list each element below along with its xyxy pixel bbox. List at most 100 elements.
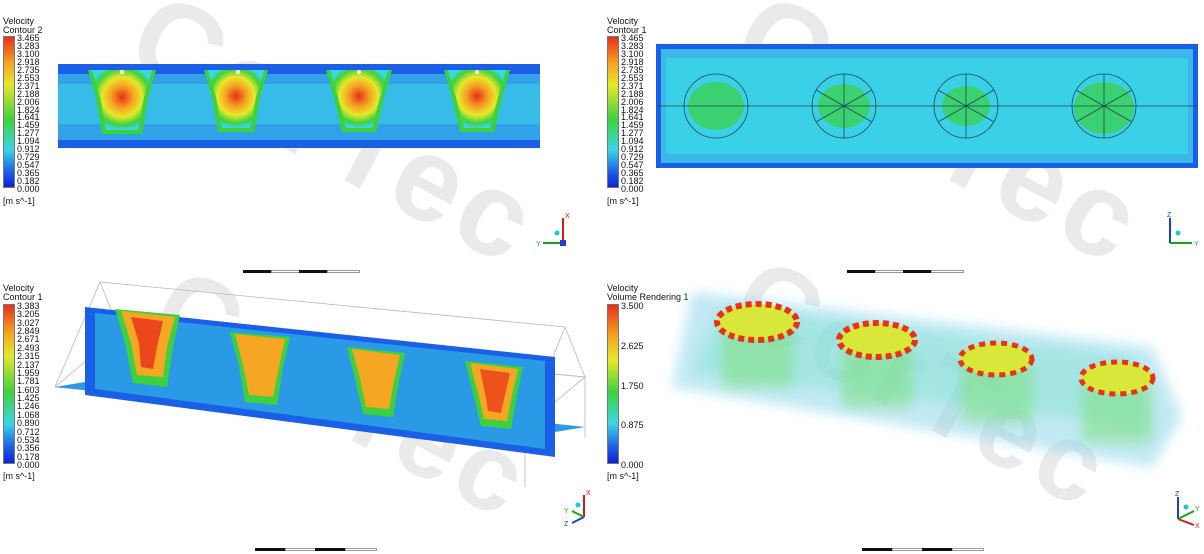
legend-tick-label: 1.425	[17, 393, 40, 404]
color-legend-bar	[3, 36, 15, 188]
legend-tick-label: 1.641	[17, 112, 40, 123]
legend-tick-label: 2.137	[17, 359, 40, 370]
legend-subtitle: Contour 1	[607, 25, 647, 35]
legend-tick-label: 3.465	[17, 33, 40, 43]
velocity-contour-plot	[656, 44, 1198, 168]
legend-unit: [m s^-1]	[3, 196, 35, 206]
legend-tick-label: 1.750	[621, 380, 644, 391]
legend-tick-label: 0.712	[17, 426, 40, 437]
legend-tick-label: 3.500	[621, 301, 644, 311]
legend-tick-label: 0.534	[17, 434, 40, 445]
legend-unit: [m s^-1]	[607, 196, 639, 206]
legend-title: Velocity	[607, 16, 639, 26]
velocity-contour-plot	[58, 64, 540, 148]
legend-tick-label: 2.006	[17, 96, 40, 107]
legend-tick-label: 2.188	[621, 88, 644, 99]
legend-tick-label: 3.465	[621, 33, 644, 43]
scale-bar	[862, 548, 984, 551]
legend-subtitle: Contour 1	[3, 292, 43, 302]
legend-tick-label: 2.553	[17, 72, 40, 83]
legend-tick-label: 2.315	[17, 351, 40, 362]
legend-tick-label: 3.205	[17, 309, 40, 320]
legend-tick-label: 1.641	[621, 112, 644, 123]
scale-bar	[847, 270, 964, 273]
color-legend-bar	[607, 304, 619, 464]
legend-tick-label: 1.603	[17, 384, 40, 395]
axis-label-y: Y	[1194, 241, 1199, 248]
legend-tick-label: 2.849	[17, 326, 40, 337]
axis-triad: Z X Y	[1175, 491, 1200, 529]
axis-triad: X Z Y	[564, 490, 591, 527]
panel-velocity-contour-2: Velocity Contour 2 3.465 3.283 3.100 2.918 2…	[0, 0, 600, 277]
legend-tick-label: 0.356	[17, 443, 40, 454]
legend-tick-label: 0.178	[17, 451, 40, 462]
panel-velocity-volume-rendering: Velocity Volume Rendering 1 3.500 2.625 1.…	[602, 277, 1204, 554]
legend-tick-label: 0.000	[621, 460, 644, 470]
legend-tick-label: 2.918	[621, 56, 644, 67]
legend-tick-label: 0.547	[621, 160, 644, 171]
legend-tick-label: 2.625	[621, 340, 644, 351]
legend-tick-label: 1.824	[17, 104, 40, 115]
axis-label-y: Y	[536, 241, 541, 248]
legend-tick-label: 0.182	[17, 176, 40, 187]
legend-tick-label: 1.781	[17, 376, 40, 387]
axis-triad: X Y	[536, 213, 570, 248]
legend-tick-label: 1.277	[621, 128, 644, 139]
legend-tick-label: 3.283	[621, 40, 644, 51]
velocity-volume-rendering-plot	[672, 292, 1182, 467]
legend-tick-label: 1.068	[17, 409, 40, 420]
legend-tick-label: 1.824	[621, 104, 644, 115]
legend-ticks: 3.465 3.283 3.100 2.918 2.735 2.553 2.371 2.188…	[621, 34, 661, 194]
velocity-contour-3d-plot	[55, 281, 586, 487]
legend-tick-label: 2.735	[17, 64, 40, 75]
axis-label-x: X	[565, 213, 570, 220]
axis-label-x: X	[1195, 523, 1200, 529]
legend-tick-label: 2.735	[621, 64, 644, 75]
legend-tick-label: 1.094	[17, 136, 40, 147]
legend-tick-label: 1.959	[17, 367, 40, 378]
legend-title: Velocity	[3, 283, 35, 293]
legend-tick-label: 3.283	[17, 40, 40, 51]
legend-tick-label: 1.246	[17, 401, 40, 412]
axis-label-z: Z	[1175, 491, 1180, 498]
legend-tick-label: 2.918	[17, 56, 40, 67]
legend-tick-label: 0.729	[621, 152, 644, 163]
axis-label-x: X	[586, 490, 591, 497]
axis-label-z: Z	[564, 521, 569, 527]
panel-velocity-contour-1-3d: Velocity Contour 1 3.383 3.205 3.027 2.849 2…	[0, 277, 600, 554]
legend-unit: [m s^-1]	[3, 471, 35, 481]
legend-title: Velocity	[607, 283, 639, 293]
legend-tick-label: 0.729	[17, 152, 40, 163]
legend-tick-label: 1.094	[621, 136, 644, 147]
panel-velocity-contour-1-top: Velocity Contour 1 3.465 3.283 3.100 2.918 2…	[602, 0, 1204, 277]
legend-tick-label: 0.000	[17, 460, 40, 470]
axis-label-y: Y	[564, 508, 569, 515]
legend-tick-label: 0.182	[621, 176, 644, 187]
legend-tick-label: 0.365	[621, 168, 644, 179]
legend-tick-label: 2.371	[621, 80, 644, 91]
legend-tick-label: 0.875	[621, 420, 644, 431]
legend-subtitle: Contour 2	[3, 25, 43, 35]
legend-ticks: 3.500 2.625 1.750 0.875 0.000	[621, 302, 661, 470]
legend-tick-label: 2.493	[17, 342, 40, 353]
legend-tick-label: 2.371	[17, 80, 40, 91]
legend-tick-label: 2.553	[621, 72, 644, 83]
legend-tick-label: 0.000	[621, 184, 644, 194]
axis-triad: Z Y	[1167, 212, 1199, 248]
legend-tick-label: 0.000	[17, 184, 40, 194]
color-legend-bar	[3, 304, 15, 464]
legend-subtitle: Volume Rendering 1	[607, 292, 689, 302]
axis-label-y: Y	[1195, 506, 1200, 513]
scale-bar	[243, 270, 360, 273]
legend-tick-label: 3.383	[17, 301, 40, 311]
legend-tick-label: 1.459	[621, 120, 644, 131]
axis-label-z: Z	[1167, 212, 1172, 219]
legend-tick-label: 0.547	[17, 160, 40, 171]
legend-unit: [m s^-1]	[607, 471, 639, 481]
legend-tick-label: 3.027	[17, 317, 40, 328]
legend-tick-label: 1.459	[17, 120, 40, 131]
legend-tick-label: 0.912	[17, 144, 40, 155]
legend-tick-label: 2.006	[621, 96, 644, 107]
legend-tick-label: 0.890	[17, 418, 40, 429]
legend-tick-label: 2.671	[17, 334, 40, 345]
